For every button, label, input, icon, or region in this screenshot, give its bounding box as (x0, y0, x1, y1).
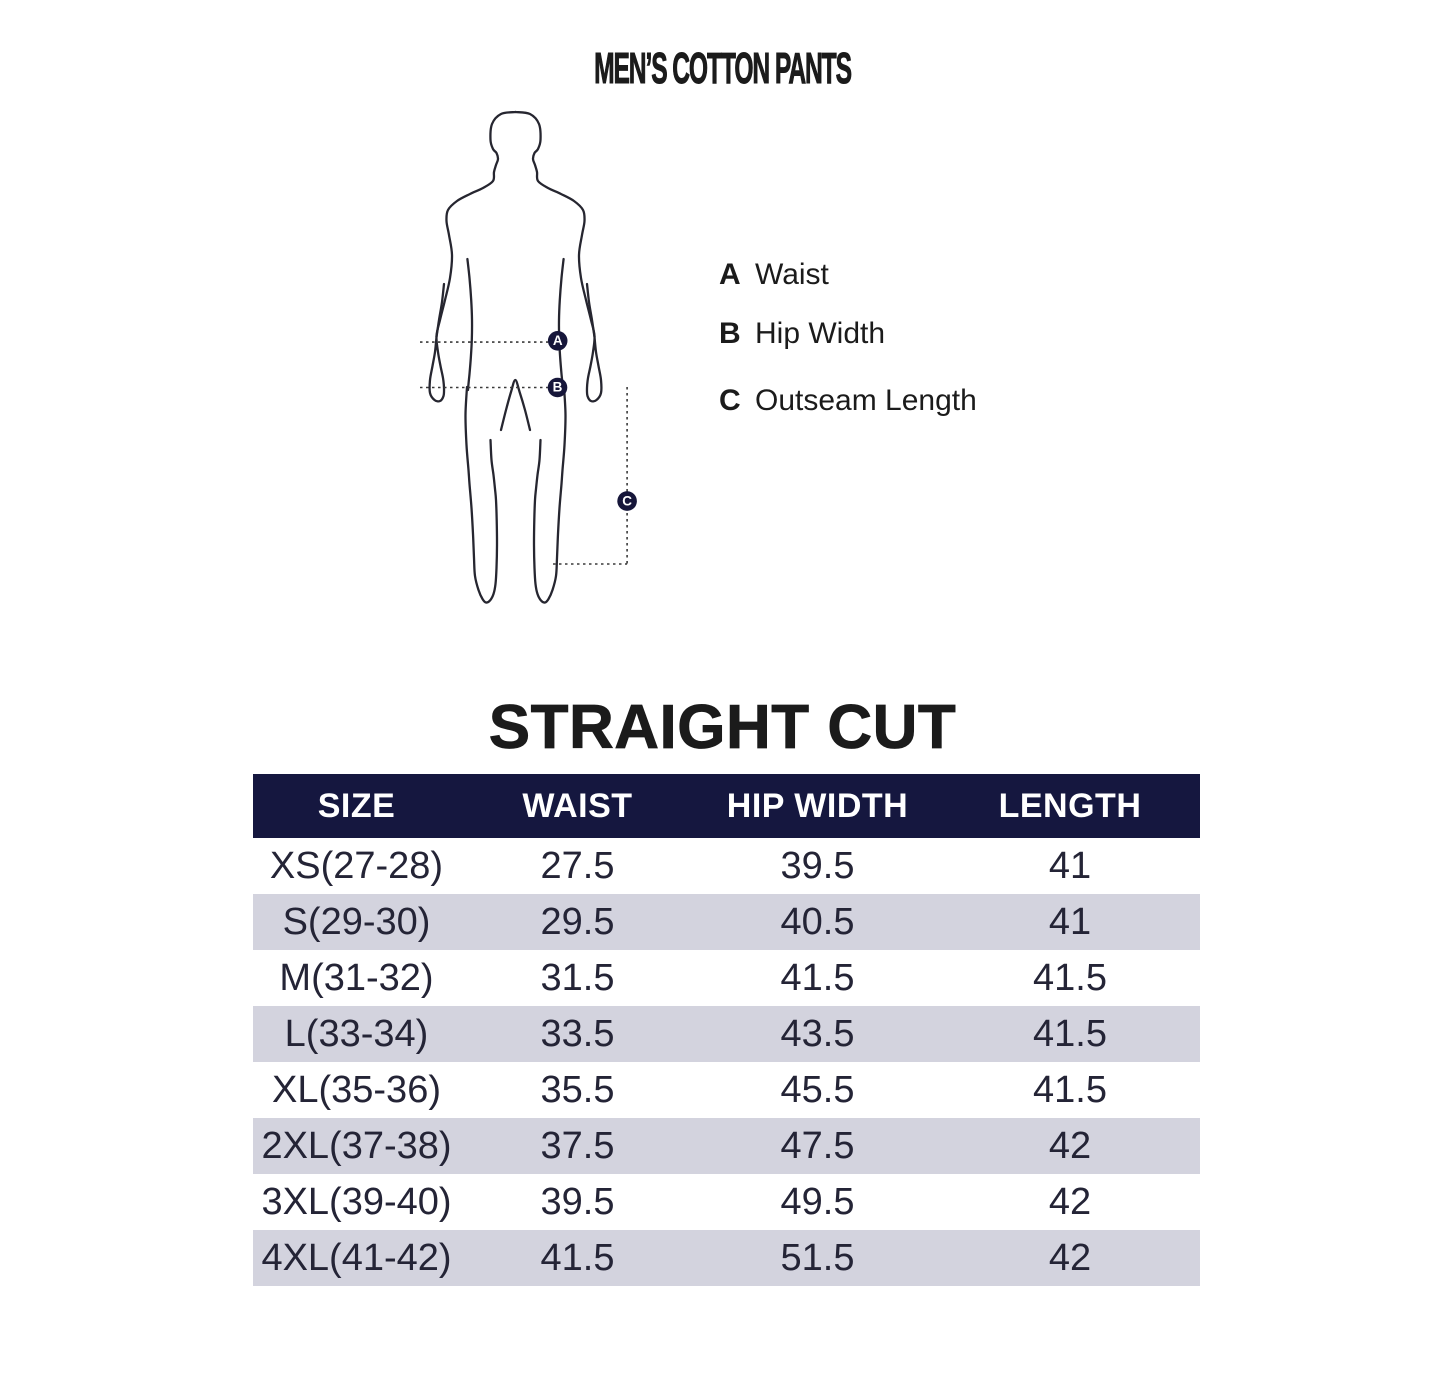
svg-text:A: A (553, 333, 563, 348)
svg-text:B: B (553, 380, 563, 395)
svg-text:C: C (622, 493, 632, 508)
